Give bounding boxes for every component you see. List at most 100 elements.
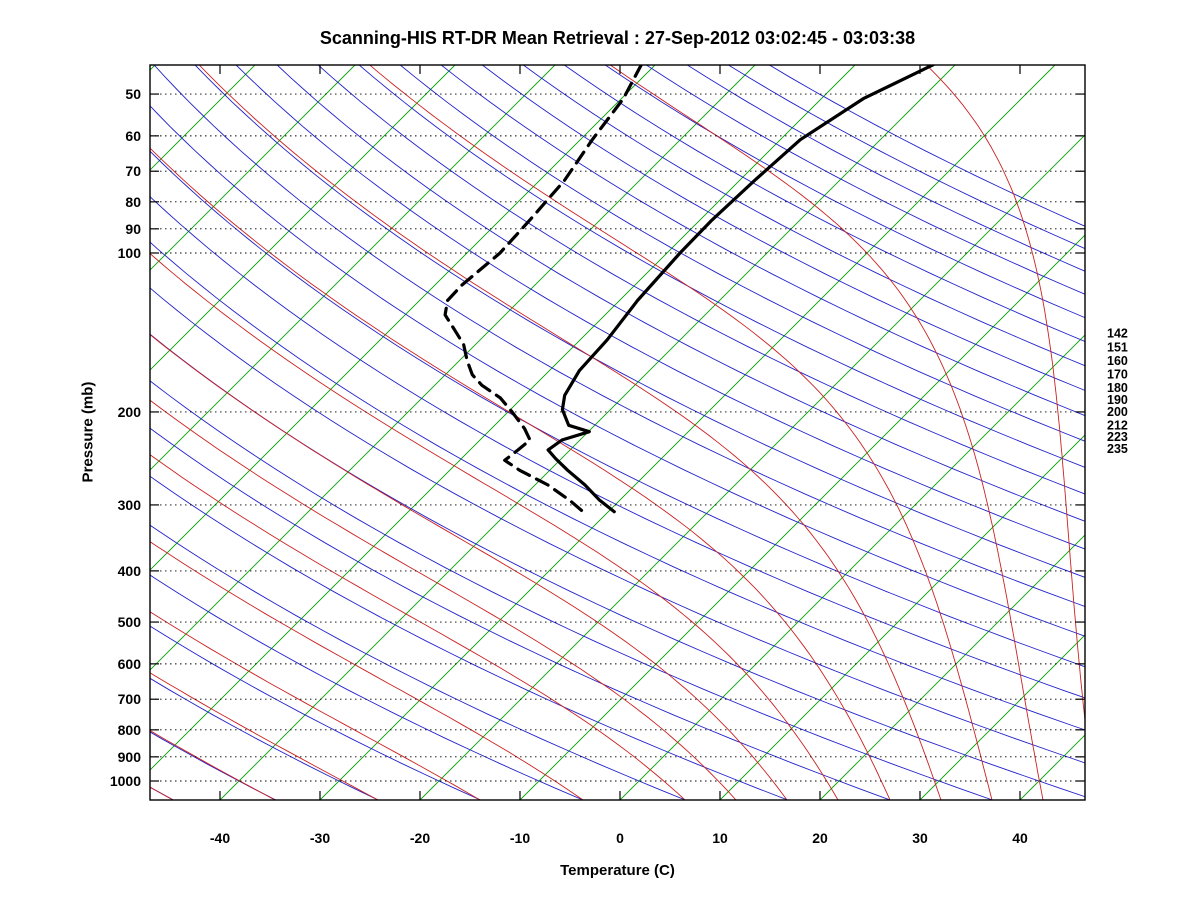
pressure-tick-label: 1000: [110, 773, 141, 789]
temperature-tick-label: 30: [912, 830, 928, 846]
dry-adiabat-line: [150, 380, 993, 800]
isotherm-line: [150, 65, 456, 371]
dry-adiabat-line: [769, 65, 1085, 227]
pressure-tick-label: 700: [118, 691, 142, 707]
pressure-tick-label: 100: [118, 245, 142, 261]
isotherm-line: [519, 234, 1085, 800]
moist-adiabat-line: [609, 65, 1044, 800]
temperature-tick-label: 40: [1012, 830, 1028, 846]
pressure-tick-label: 500: [118, 614, 142, 630]
dry-adiabat-line: [150, 574, 584, 800]
moist-adiabat-line: [150, 611, 481, 800]
moist-adiabat-line: [150, 541, 584, 800]
temperature-tick-label: -10: [510, 830, 530, 846]
dry-adiabat-line: [150, 150, 1085, 668]
dry-adiabat-line: [276, 65, 1085, 522]
right-edge-level-label: 235: [1107, 442, 1128, 456]
pressure-tick-label: 80: [125, 194, 141, 210]
isotherm-line: [719, 434, 1085, 800]
dry-adiabat-line: [646, 65, 1085, 295]
dry-adiabat-line: [194, 65, 1085, 578]
dry-adiabat-line: [150, 196, 1085, 699]
temperature-tick-label: -20: [410, 830, 430, 846]
isotherm-line: [619, 334, 1085, 800]
dry-adiabat-line: [150, 524, 686, 800]
dry-adiabat-line: [564, 65, 1085, 342]
dry-adiabat-line: [687, 65, 1085, 272]
dry-adiabat-line: [150, 475, 788, 800]
dry-adiabat-line: [482, 65, 1085, 391]
pressure-tick-label: 60: [125, 128, 141, 144]
dry-adiabat-line: [399, 65, 1085, 442]
moist-adiabat-line: [0, 64, 71, 800]
temperature-tick-label: -40: [210, 830, 230, 846]
plot-border: [149, 64, 1086, 801]
temperature-tick-label: 20: [812, 830, 828, 846]
dry-adiabat-line: [317, 65, 1085, 495]
isotherm-line: [150, 65, 556, 471]
isotherm-line: [819, 534, 1085, 800]
moist-adiabat-line: [150, 334, 788, 800]
pressure-tick-label: 600: [118, 656, 142, 672]
profile-layer: [443, 65, 935, 515]
moist-adiabat-line: [150, 672, 379, 800]
dry-adiabat-line: [440, 65, 1085, 417]
pressure-tick-label: 400: [118, 563, 142, 579]
dry-adiabat-line: [728, 65, 1085, 250]
dry-adiabat-line: [150, 427, 891, 800]
isotherm-line: [150, 65, 356, 271]
right-edge-level-label: 180: [1107, 381, 1128, 395]
moist-adiabat-line: [198, 65, 942, 800]
right-edge-level-label: 223: [1107, 430, 1128, 444]
moist-adiabat-line: [150, 454, 686, 800]
chart-title: Scanning-HIS RT-DR Mean Retrieval : 27-S…: [319, 28, 916, 48]
dry-adiabat-line: [153, 65, 1085, 607]
isotherm-line: [419, 134, 1085, 800]
moist-adiabat-line: [150, 399, 737, 800]
right-edge-level-label: 151: [1107, 340, 1128, 354]
moist-adiabat-line: [1189, 64, 1200, 800]
temperature-tick-label: 0: [616, 830, 624, 846]
x-axis-label: Temperature (C): [560, 862, 675, 879]
isotherm-line: [319, 65, 1056, 800]
plot-background: [0, 64, 1200, 800]
isotherm-line: [150, 65, 756, 671]
dry-adiabat-line: [0, 65, 71, 800]
right-edge-level-label: 160: [1107, 354, 1128, 368]
moist-adiabat-line: [150, 147, 891, 800]
right-edge-level-label: 212: [1107, 418, 1128, 432]
pressure-tick-label: 70: [125, 163, 141, 179]
dry-adiabat-line: [358, 65, 1085, 468]
right-edge-level-label: 170: [1107, 368, 1128, 382]
dry-adiabat-line: [150, 287, 1085, 764]
pressure-tick-label: 900: [118, 749, 142, 765]
pressure-tick-label: 200: [118, 404, 142, 420]
temperature-profile-line: [546, 65, 935, 514]
dry-adiabat-line: [150, 625, 481, 800]
pressure-tick-label: 50: [125, 86, 141, 102]
isotherm-line: [150, 65, 856, 771]
dry-adiabat-line: [605, 65, 1085, 319]
y-axis-label: Pressure (mb): [79, 381, 97, 483]
moist-adiabat-line: [369, 65, 993, 800]
temperature-tick-label: -30: [310, 830, 330, 846]
moist-adiabat-line: [150, 252, 839, 800]
isotherm-line: [150, 65, 656, 571]
isotherm-line: [919, 634, 1085, 800]
dry-adiabat-line: [150, 105, 1085, 637]
dry-adiabat-line: [523, 65, 1085, 367]
pressure-tick-label: 90: [125, 221, 141, 237]
dry-adiabat-line: [150, 241, 1085, 731]
dewpoint-profile-line: [443, 65, 643, 515]
right-edge-level-label: 190: [1107, 393, 1128, 407]
pressure-tick-label: 800: [118, 722, 142, 738]
moist-adiabat-line: [925, 65, 1085, 724]
moist-adiabat-line: [1129, 64, 1145, 800]
right-edge-level-label: 142: [1107, 326, 1128, 340]
temperature-tick-label: 10: [712, 830, 728, 846]
pressure-tick-label: 300: [118, 497, 142, 513]
right-edge-level-label: 200: [1107, 405, 1128, 419]
dry-adiabat-line: [235, 65, 1085, 550]
